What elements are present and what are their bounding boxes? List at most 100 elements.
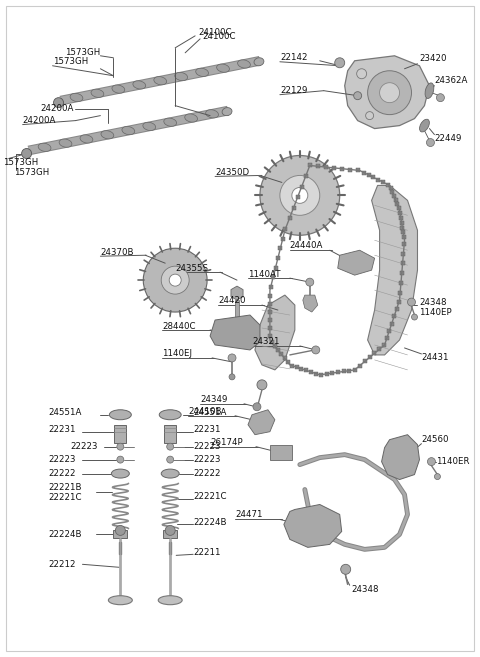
Bar <box>163 530 177 538</box>
Ellipse shape <box>38 143 51 151</box>
Ellipse shape <box>109 410 132 420</box>
Text: 22221B: 22221B <box>48 483 82 492</box>
Circle shape <box>161 266 189 294</box>
Polygon shape <box>210 315 260 350</box>
Text: 24420: 24420 <box>218 296 246 305</box>
Text: 1573GH: 1573GH <box>65 49 100 57</box>
Ellipse shape <box>70 93 83 102</box>
Polygon shape <box>345 56 430 129</box>
Ellipse shape <box>196 68 208 76</box>
Circle shape <box>169 274 181 286</box>
Ellipse shape <box>425 83 434 99</box>
Text: 22221C: 22221C <box>193 492 227 501</box>
Text: 24100C: 24100C <box>198 28 232 37</box>
Text: 24200A: 24200A <box>23 116 56 125</box>
Circle shape <box>228 354 236 362</box>
Circle shape <box>165 526 175 535</box>
Ellipse shape <box>164 118 177 126</box>
Text: 22224B: 22224B <box>193 518 227 527</box>
Circle shape <box>292 187 308 204</box>
Text: 1573GH: 1573GH <box>13 168 49 177</box>
Text: 22211: 22211 <box>193 548 221 557</box>
Text: 22223: 22223 <box>193 442 221 451</box>
Text: 24200A: 24200A <box>40 104 73 113</box>
Text: 24100C: 24100C <box>202 32 236 41</box>
Circle shape <box>408 298 416 306</box>
Text: 24355S: 24355S <box>175 263 208 273</box>
Circle shape <box>411 314 418 320</box>
Ellipse shape <box>108 596 132 604</box>
Ellipse shape <box>238 60 251 68</box>
Ellipse shape <box>80 135 93 143</box>
Ellipse shape <box>420 119 430 132</box>
Circle shape <box>117 456 124 463</box>
Text: 24350D: 24350D <box>215 168 249 177</box>
Circle shape <box>380 83 399 102</box>
Text: 24349: 24349 <box>200 396 228 404</box>
Ellipse shape <box>254 58 264 66</box>
Text: 22222: 22222 <box>48 469 76 478</box>
Text: 24551A: 24551A <box>48 408 82 417</box>
Text: 22449: 22449 <box>434 134 462 143</box>
Text: 24321: 24321 <box>252 338 279 346</box>
Ellipse shape <box>205 110 218 118</box>
Bar <box>164 424 176 443</box>
Ellipse shape <box>222 108 232 116</box>
Text: 23420: 23420 <box>420 55 447 63</box>
Text: 22231: 22231 <box>193 425 221 434</box>
Circle shape <box>117 443 124 450</box>
Ellipse shape <box>122 126 135 135</box>
Ellipse shape <box>185 114 198 122</box>
Circle shape <box>54 98 63 108</box>
Text: 24362A: 24362A <box>434 76 468 85</box>
Ellipse shape <box>143 122 156 131</box>
Polygon shape <box>382 435 420 480</box>
Text: 22142: 22142 <box>280 53 307 62</box>
Polygon shape <box>248 410 275 435</box>
Text: 1140EP: 1140EP <box>420 307 452 317</box>
Bar <box>114 424 126 443</box>
Circle shape <box>22 148 32 158</box>
Circle shape <box>115 526 125 535</box>
Text: 1573GH: 1573GH <box>52 57 88 66</box>
Text: 22221C: 22221C <box>48 493 82 502</box>
Ellipse shape <box>101 131 114 139</box>
Text: 22129: 22129 <box>280 86 307 95</box>
Bar <box>235 300 239 318</box>
Polygon shape <box>255 295 295 370</box>
Circle shape <box>260 156 340 235</box>
Text: 1140AT: 1140AT <box>248 269 280 279</box>
Ellipse shape <box>175 72 188 81</box>
Text: 22212: 22212 <box>48 560 76 569</box>
Text: 22223: 22223 <box>193 455 221 464</box>
Text: 24431: 24431 <box>421 353 449 363</box>
Polygon shape <box>231 286 243 300</box>
Text: 24560: 24560 <box>421 435 449 444</box>
Circle shape <box>354 92 361 100</box>
Circle shape <box>434 474 441 480</box>
Polygon shape <box>303 295 318 312</box>
Bar <box>113 530 127 538</box>
Circle shape <box>341 564 351 574</box>
Circle shape <box>167 456 174 463</box>
Circle shape <box>167 443 174 450</box>
Ellipse shape <box>133 81 146 89</box>
Text: 1573GH: 1573GH <box>3 158 38 167</box>
Circle shape <box>368 71 411 114</box>
Text: 24348: 24348 <box>420 298 447 307</box>
Circle shape <box>144 248 207 312</box>
Ellipse shape <box>111 469 129 478</box>
Text: 22222: 22222 <box>193 469 221 478</box>
Ellipse shape <box>159 410 181 420</box>
Circle shape <box>306 278 314 286</box>
Text: 28440C: 28440C <box>162 321 196 330</box>
Ellipse shape <box>154 77 167 85</box>
Polygon shape <box>368 185 418 355</box>
Circle shape <box>366 112 373 120</box>
Ellipse shape <box>216 64 229 72</box>
Polygon shape <box>338 250 374 275</box>
Text: 22231: 22231 <box>48 425 76 434</box>
Circle shape <box>229 374 235 380</box>
Circle shape <box>253 403 261 411</box>
Circle shape <box>357 69 367 79</box>
